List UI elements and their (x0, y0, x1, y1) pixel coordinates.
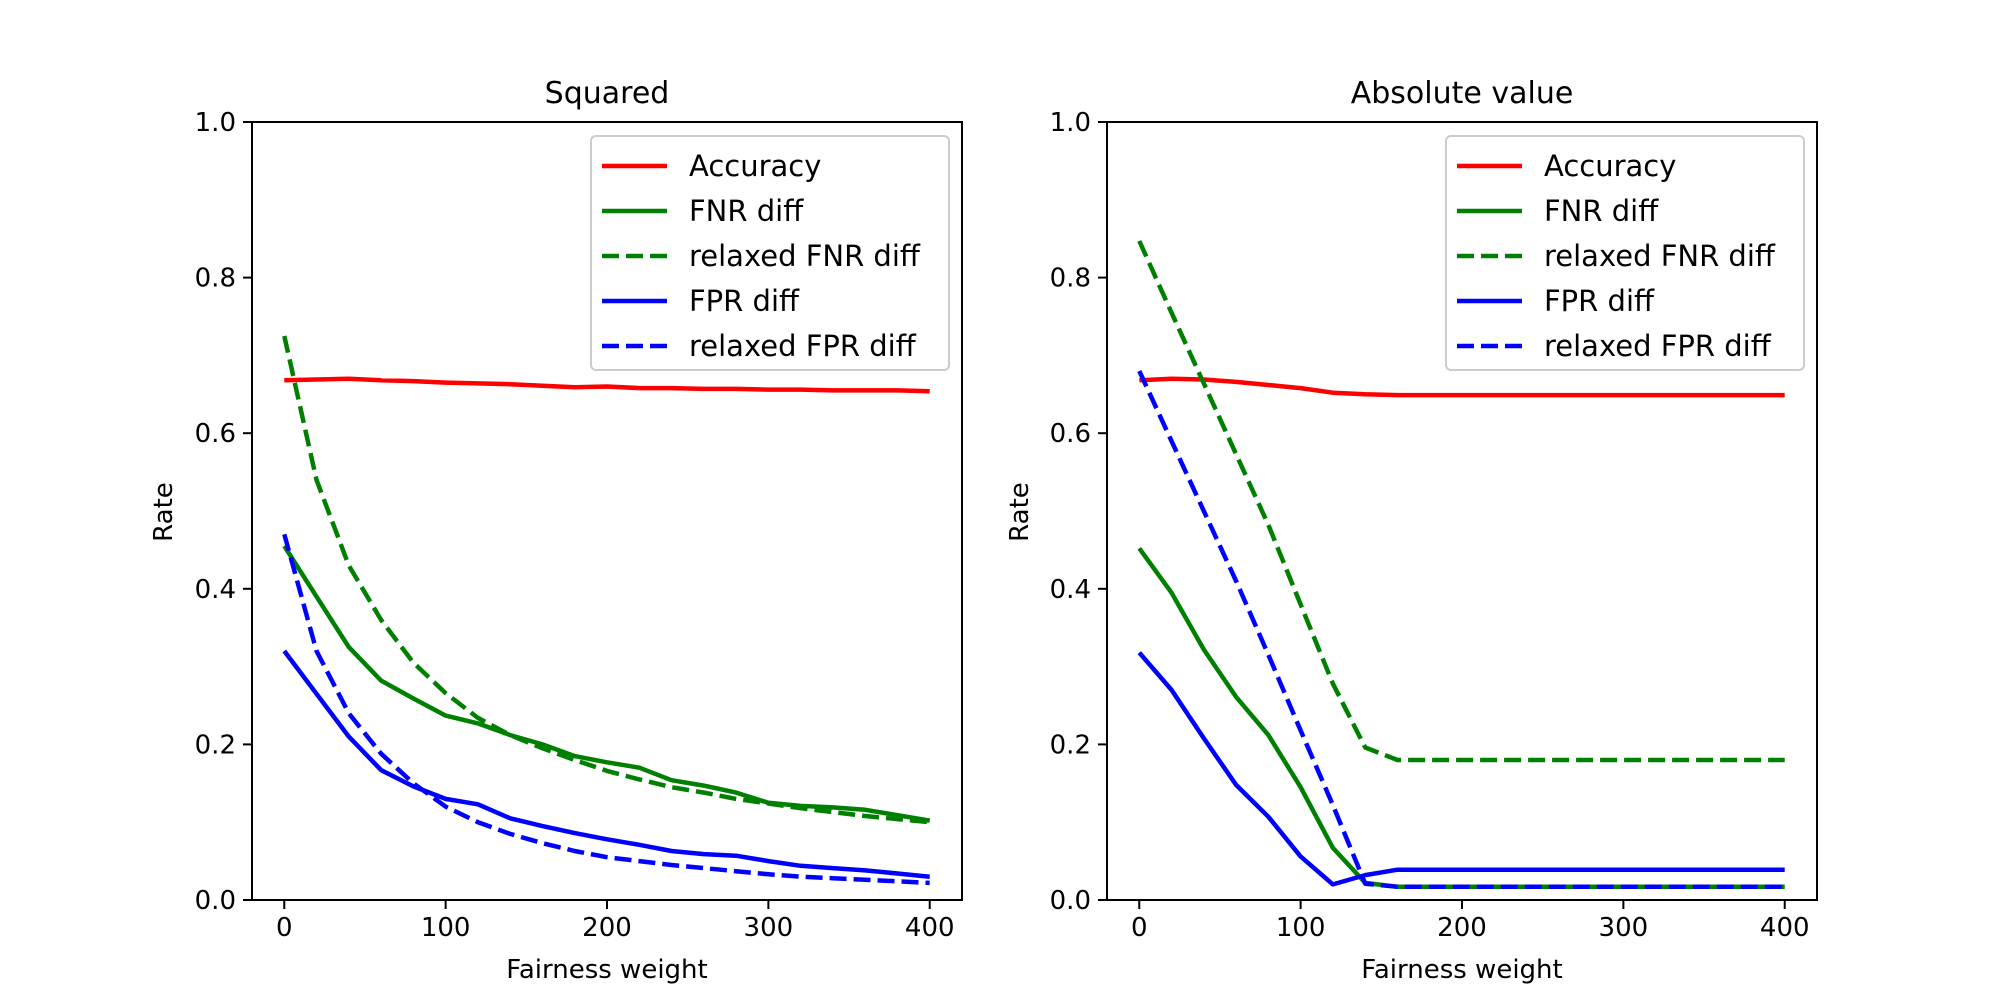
y-tick-label: 0.4 (195, 575, 236, 605)
x-tick-label: 400 (905, 913, 955, 943)
plot-area (1137, 240, 1785, 890)
x-tick-label: 200 (1437, 913, 1487, 943)
series-line-fpr-diff (1137, 651, 1785, 887)
chart-title: Squared (545, 76, 670, 111)
series-line-relaxed-fpr-diff (1137, 370, 1785, 890)
plot-area (282, 335, 931, 886)
y-tick-label: 0.0 (1050, 886, 1091, 916)
legend-label: FPR diff (689, 284, 800, 318)
series-line-relaxed-fnr-diff (1137, 240, 1785, 763)
chart-panel-squared: Squared Fairness weight Rate 0 100 200 300 4… (149, 76, 963, 985)
legend-label: Accuracy (1544, 149, 1676, 183)
legend-label: relaxed FPR diff (689, 329, 917, 363)
y-tick-label: 0.6 (195, 419, 236, 449)
x-tick-label: 100 (1276, 913, 1326, 943)
legend-label: FNR diff (1544, 194, 1659, 228)
axis-ticks: 0 100 200 300 400 0.0 0.2 0.4 0.6 0.8 1.0 (1050, 108, 1810, 943)
series-line-relaxed-fpr-diff (282, 533, 930, 886)
y-tick-label: 0.8 (1050, 264, 1091, 294)
series-line-accuracy (284, 376, 930, 394)
x-tick-label: 0 (1131, 913, 1148, 943)
series-line-relaxed-fnr-diff (282, 335, 930, 825)
series-line-accuracy (1139, 376, 1785, 398)
y-tick-label: 1.0 (1050, 108, 1091, 138)
x-tick-label: 300 (1599, 913, 1649, 943)
x-tick-label: 200 (582, 913, 632, 943)
legend: Accuracy FNR diff relaxed FNR diff FPR diff… (590, 135, 950, 371)
y-tick-label: 0.8 (195, 264, 236, 294)
legend-label: relaxed FPR diff (1544, 329, 1772, 363)
x-tick-label: 0 (276, 913, 293, 943)
legend: Accuracy FNR diff relaxed FNR diff FPR diff… (1445, 135, 1805, 371)
legend-box (590, 135, 950, 371)
y-axis-label: Rate (1005, 482, 1035, 542)
chart-title: Absolute value (1351, 76, 1574, 111)
x-axis-label: Fairness weight (506, 955, 707, 985)
x-tick-label: 100 (421, 913, 471, 943)
y-tick-label: 0.4 (1050, 575, 1091, 605)
x-tick-label: 300 (744, 913, 794, 943)
legend-label: Accuracy (689, 149, 821, 183)
axes-frame (1106, 121, 1818, 901)
legend-box (1445, 135, 1805, 371)
x-axis-label: Fairness weight (1361, 955, 1562, 985)
chart-panel-absolute-value: Absolute value Fairness weight Rate 0 100… (1005, 76, 1818, 985)
axis-ticks: 0 100 200 300 400 0.0 0.2 0.4 0.6 0.8 1.0 (195, 108, 955, 943)
y-tick-label: 0.2 (195, 730, 236, 760)
series-line-fpr-diff (282, 649, 930, 879)
y-tick-label: 0.2 (1050, 730, 1091, 760)
legend-label: relaxed FNR diff (689, 239, 921, 273)
y-tick-label: 0.0 (195, 886, 236, 916)
x-tick-label: 400 (1760, 913, 1810, 943)
y-tick-label: 1.0 (195, 108, 236, 138)
y-tick-label: 0.6 (1050, 419, 1091, 449)
axes-frame (251, 121, 963, 901)
series-line-fnr-diff (282, 544, 931, 823)
y-axis-label: Rate (149, 482, 179, 542)
legend-label: FPR diff (1544, 284, 1655, 318)
legend-label: relaxed FNR diff (1544, 239, 1776, 273)
legend-label: FNR diff (689, 194, 804, 228)
